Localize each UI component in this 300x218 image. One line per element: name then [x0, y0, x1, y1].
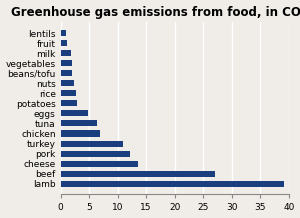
Bar: [61, 121, 97, 126]
Bar: [61, 80, 74, 86]
Bar: [61, 160, 138, 167]
Title: Greenhouse gas emissions from food, in CO2e/kg: Greenhouse gas emissions from food, in C…: [11, 5, 300, 19]
Bar: [61, 181, 284, 187]
Bar: [61, 100, 77, 106]
Bar: [61, 111, 88, 116]
Bar: [61, 90, 76, 96]
Bar: [61, 30, 66, 36]
Bar: [61, 70, 72, 76]
Bar: [61, 60, 72, 66]
Bar: [61, 40, 67, 46]
Bar: [61, 141, 123, 146]
Bar: [61, 50, 71, 56]
Bar: [61, 151, 130, 157]
Bar: [61, 131, 100, 136]
Bar: [61, 170, 214, 177]
